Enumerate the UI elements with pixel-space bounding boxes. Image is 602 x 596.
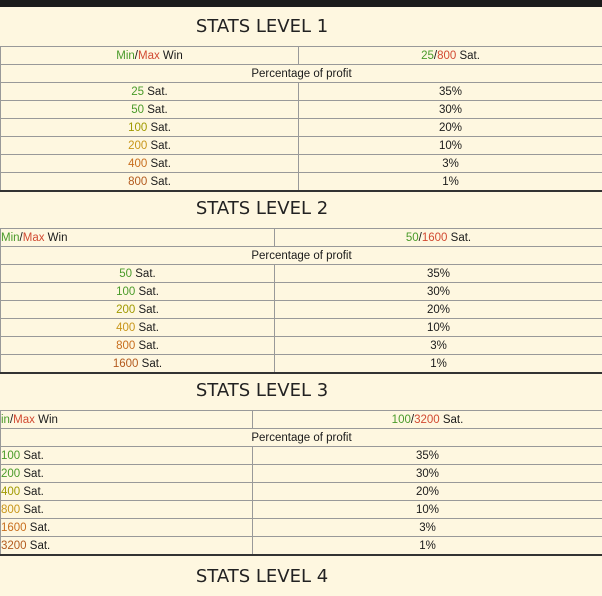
profit-header-row: Percentage of profit [1, 429, 602, 447]
minmax-label: in/Max Win [1, 411, 253, 429]
level-title: STATS LEVEL 3 [0, 372, 524, 410]
table-row: 100 Sat. 30% [1, 283, 602, 301]
stats-level-3: STATS LEVEL 3 in/Max Win 100/3200 Sat. P… [0, 372, 602, 556]
percent-cell: 35% [299, 83, 602, 101]
minmax-value: 50/1600 Sat. [275, 229, 602, 247]
stats-level-2: STATS LEVEL 2 Min/Max Win 50/1600 Sat. P… [0, 190, 602, 374]
table-row: 400 Sat. 10% [1, 319, 602, 337]
table-row: 1600 Sat. 3% [1, 519, 602, 537]
table-row: 800 Sat. 3% [1, 337, 602, 355]
minmax-value: 25/800 Sat. [299, 47, 602, 65]
amount-cell: 200 Sat. [1, 301, 275, 319]
amount-cell: 25 Sat. [1, 83, 299, 101]
percent-cell: 10% [299, 137, 602, 155]
table-row: 3200 Sat. 1% [1, 537, 602, 556]
amount-cell: 400 Sat. [1, 483, 253, 501]
profit-header-row: Percentage of profit [1, 65, 602, 83]
top-bar [0, 0, 602, 7]
percent-cell: 30% [299, 101, 602, 119]
minmax-label: Min/Max Win [1, 47, 299, 65]
percent-cell: 1% [275, 355, 602, 374]
table-row: 50 Sat. 30% [1, 101, 602, 119]
table-row: 200 Sat. 10% [1, 137, 602, 155]
percent-cell: 3% [275, 337, 602, 355]
minmax-value: 100/3200 Sat. [253, 411, 602, 429]
percent-cell: 30% [275, 283, 602, 301]
amount-cell: 400 Sat. [1, 155, 299, 173]
table-row: 400 Sat. 20% [1, 483, 602, 501]
table-row: 25 Sat. 35% [1, 83, 602, 101]
amount-cell: 50 Sat. [1, 265, 275, 283]
amount-cell: 200 Sat. [1, 137, 299, 155]
table-row: 800 Sat. 10% [1, 501, 602, 519]
percent-cell: 30% [253, 465, 602, 483]
stats-table: Min/Max Win 25/800 Sat. Percentage of pr… [0, 46, 602, 192]
table-row: 100 Sat. 35% [1, 447, 602, 465]
percent-cell: 35% [253, 447, 602, 465]
percent-cell: 20% [299, 119, 602, 137]
percent-cell: 10% [275, 319, 602, 337]
table-row: 400 Sat. 3% [1, 155, 602, 173]
amount-cell: 100 Sat. [1, 119, 299, 137]
amount-cell: 100 Sat. [1, 447, 253, 465]
amount-cell: 400 Sat. [1, 319, 275, 337]
level-title-cut-off: STATS LEVEL 4 [0, 558, 524, 596]
minmax-label: Min/Max Win [1, 229, 275, 247]
profit-header-row: Percentage of profit [1, 247, 602, 265]
amount-cell: 50 Sat. [1, 101, 299, 119]
amount-cell: 800 Sat. [1, 501, 253, 519]
level-title: STATS LEVEL 1 [0, 8, 524, 46]
table-row: 100 Sat. 20% [1, 119, 602, 137]
table-row: 200 Sat. 30% [1, 465, 602, 483]
minmax-row: in/Max Win 100/3200 Sat. [1, 411, 602, 429]
percent-cell: 20% [275, 301, 602, 319]
table-row: 1600 Sat. 1% [1, 355, 602, 374]
profit-header: Percentage of profit [1, 429, 602, 447]
minmax-row: Min/Max Win 25/800 Sat. [1, 47, 602, 65]
percent-cell: 20% [253, 483, 602, 501]
profit-header: Percentage of profit [1, 247, 602, 265]
level-title: STATS LEVEL 2 [0, 190, 524, 228]
percent-cell: 10% [253, 501, 602, 519]
amount-cell: 100 Sat. [1, 283, 275, 301]
minmax-row: Min/Max Win 50/1600 Sat. [1, 229, 602, 247]
percent-cell: 3% [299, 155, 602, 173]
amount-cell: 3200 Sat. [1, 537, 253, 556]
percent-cell: 1% [253, 537, 602, 556]
amount-cell: 200 Sat. [1, 465, 253, 483]
percent-cell: 35% [275, 265, 602, 283]
table-row: 200 Sat. 20% [1, 301, 602, 319]
percent-cell: 3% [253, 519, 602, 537]
amount-cell: 1600 Sat. [1, 519, 253, 537]
table-row: 50 Sat. 35% [1, 265, 602, 283]
amount-cell: 800 Sat. [1, 337, 275, 355]
amount-cell: 1600 Sat. [1, 355, 275, 374]
profit-header: Percentage of profit [1, 65, 602, 83]
table-row: 800 Sat. 1% [1, 173, 602, 192]
stats-level-1: STATS LEVEL 1 Min/Max Win 25/800 Sat. Pe… [0, 8, 602, 192]
stats-table: Min/Max Win 50/1600 Sat. Percentage of p… [0, 228, 602, 374]
amount-cell: 800 Sat. [1, 173, 299, 192]
stats-table: in/Max Win 100/3200 Sat. Percentage of p… [0, 410, 602, 556]
percent-cell: 1% [299, 173, 602, 192]
